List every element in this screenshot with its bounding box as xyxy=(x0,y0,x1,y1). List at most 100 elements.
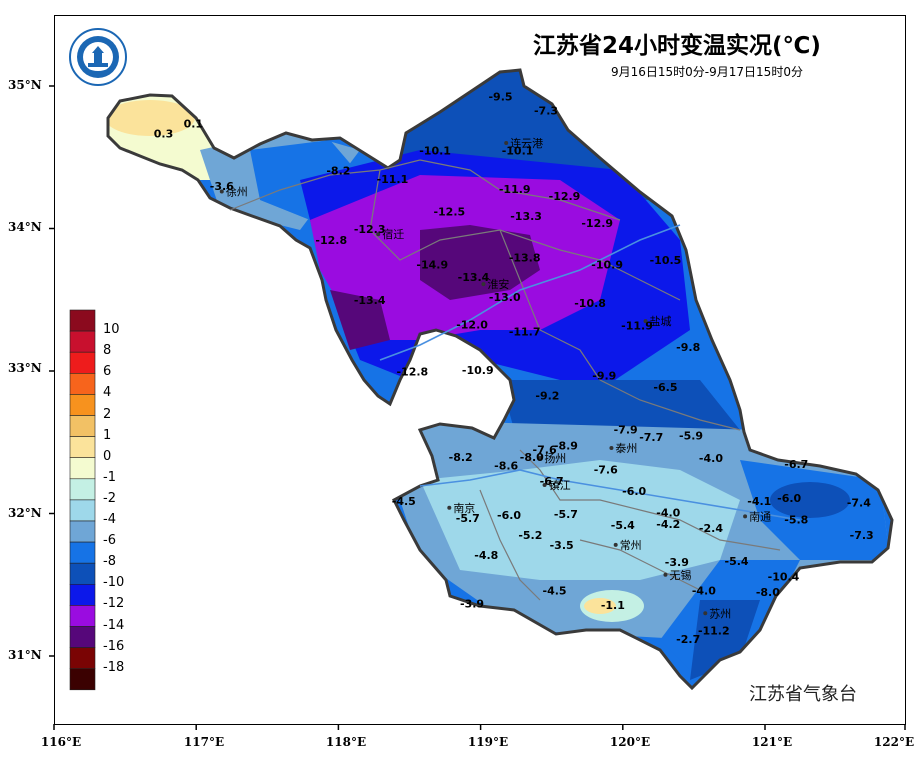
station-value: -5.2 xyxy=(518,529,542,542)
station-value: -12.9 xyxy=(581,217,613,230)
city-marker: 淮安 xyxy=(481,277,509,291)
station-value: -4.1 xyxy=(747,495,771,508)
city-dot xyxy=(542,483,547,487)
station-value: -5.8 xyxy=(784,513,808,526)
station-value: -12.5 xyxy=(433,206,465,219)
station-value: -9.5 xyxy=(488,90,512,103)
legend-label: -6 xyxy=(103,533,116,549)
station-value: -4.0 xyxy=(656,506,680,519)
lat-tick-35: 35°N xyxy=(8,78,42,92)
city-marker: 徐州 xyxy=(219,184,248,198)
station-value: -5.9 xyxy=(679,429,703,442)
station-value: -13.3 xyxy=(510,210,542,223)
station-value: -9.2 xyxy=(535,390,559,403)
station-value: -12.8 xyxy=(396,365,428,378)
legend-swatch xyxy=(69,562,96,585)
lat-tick-31: 31°N xyxy=(8,648,42,662)
station-value: -4.8 xyxy=(474,549,498,562)
legend-label: -14 xyxy=(103,617,125,633)
city-name: 南京 xyxy=(453,501,475,515)
legend-swatch xyxy=(69,394,96,416)
station-value: -11.7 xyxy=(509,325,541,338)
city-marker: 盐城 xyxy=(643,315,672,328)
legend-label: -1 xyxy=(103,469,116,485)
city-name: 宿迁 xyxy=(382,227,404,241)
station-value: -10.1 xyxy=(502,144,534,157)
station-value: -7.4 xyxy=(847,496,871,509)
rivers xyxy=(379,224,801,521)
legend-swatch xyxy=(69,583,96,606)
city-dot xyxy=(609,445,614,450)
city-dot xyxy=(481,282,486,287)
station-value: -4.0 xyxy=(692,585,716,598)
station-value: -10.4 xyxy=(768,570,800,583)
legend-swatch xyxy=(69,457,96,480)
city-name: 盐城 xyxy=(650,315,672,328)
legend-label: 6 xyxy=(103,364,112,380)
station-value: -5.7 xyxy=(554,508,578,521)
city-dot xyxy=(703,611,708,616)
station-value: -6.0 xyxy=(497,509,521,522)
legend-swatch xyxy=(69,309,96,332)
station-value: -10.1 xyxy=(419,144,451,157)
station-value: -7.3 xyxy=(850,529,874,542)
city-name: 常州 xyxy=(620,539,642,552)
legend-label: 2 xyxy=(103,406,112,422)
legend-label: -8 xyxy=(103,554,116,570)
axis-ticks xyxy=(49,85,906,730)
station-value: -8.6 xyxy=(494,459,518,472)
legend-label: 0 xyxy=(103,448,112,464)
city-marker: 泰州 xyxy=(609,441,637,455)
station-value: -7.6 xyxy=(594,464,618,477)
station-value: -8.0 xyxy=(756,586,780,599)
station-value: -6.0 xyxy=(622,485,646,498)
station-value: -13.0 xyxy=(489,291,521,304)
city-name: 扬州 xyxy=(544,451,566,465)
station-value: -7.3 xyxy=(534,105,558,118)
legend-swatch xyxy=(69,436,96,459)
legend-label: -4 xyxy=(103,512,116,527)
city-dot xyxy=(376,232,381,237)
legend-swatch xyxy=(69,541,96,564)
city-name: 泰州 xyxy=(615,441,637,455)
station-value: -10.8 xyxy=(574,297,606,310)
city-marker: 无锡 xyxy=(663,568,691,582)
legend-label: 8 xyxy=(103,343,112,359)
station-value: -2.7 xyxy=(676,633,700,646)
city-name: 无锡 xyxy=(669,568,691,582)
lon-tick-121: 121°E xyxy=(751,735,793,749)
city-marker: 连云港 xyxy=(504,137,543,150)
legend-swatch xyxy=(69,478,96,501)
station-value: -12.8 xyxy=(315,234,347,247)
station-value: -8.0 xyxy=(520,451,544,464)
station-value: -3.6 xyxy=(210,180,234,193)
lat-tick-32: 32°N xyxy=(8,506,42,520)
station-values: 0.3 0.1 -3.6 -9.5 -7.3 -10.1 -10.1 -8.2 -11.1 -11… xyxy=(154,90,874,646)
station-value: -3.5 xyxy=(550,539,574,552)
legend-swatch xyxy=(69,605,96,627)
station-value: -1.1 xyxy=(601,599,625,612)
legend-label: 1 xyxy=(103,427,112,443)
station-value: -12.3 xyxy=(354,223,386,236)
city-marker: 苏州 xyxy=(703,607,731,620)
city-name: 南通 xyxy=(749,510,771,523)
station-value: -8.2 xyxy=(449,451,473,464)
temperature-fill-layer xyxy=(108,70,892,688)
legend-label: -10 xyxy=(103,575,125,591)
legend-label: -16 xyxy=(103,638,125,654)
station-value: -11.9 xyxy=(621,320,653,333)
station-value: -5.4 xyxy=(611,519,635,532)
city-marker: 常州 xyxy=(613,539,642,552)
city-name: 徐州 xyxy=(226,184,248,198)
legend-swatch xyxy=(69,668,96,691)
legend-swatch xyxy=(69,351,96,374)
legend-swatch xyxy=(69,372,96,395)
city-marker: 宿迁 xyxy=(376,227,404,241)
station-value: -10.5 xyxy=(650,254,682,267)
city-name: 苏州 xyxy=(709,607,731,620)
station-value: -4.0 xyxy=(699,452,723,465)
legend-label: 10 xyxy=(103,322,120,338)
station-value: -6.0 xyxy=(777,492,801,505)
station-value: -2.4 xyxy=(699,522,723,535)
